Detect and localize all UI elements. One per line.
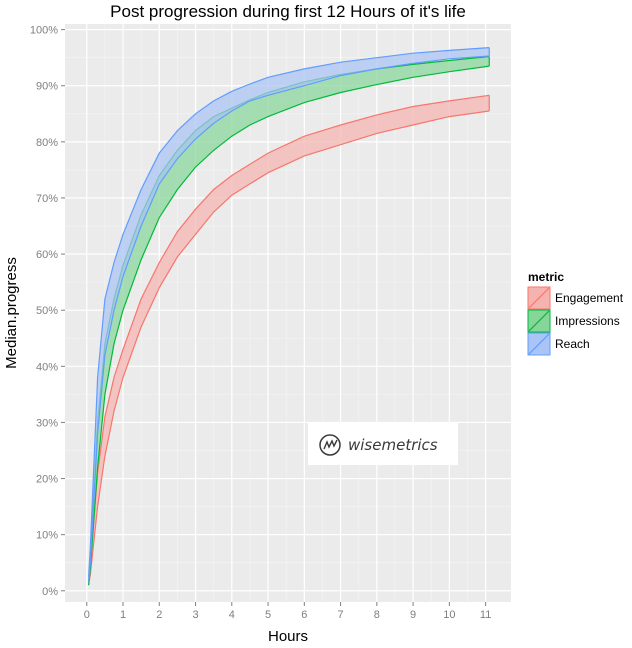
watermark-text: wisemetrics xyxy=(348,436,438,454)
series-lower-line-engagement xyxy=(88,110,490,586)
x-tick-label: 2 xyxy=(156,609,162,621)
y-tick-label: 0% xyxy=(42,586,58,598)
series-lower-line-impressions xyxy=(88,65,490,586)
series-lower-line-reach xyxy=(88,55,490,583)
series-reach xyxy=(88,47,490,583)
y-tick-label: 10% xyxy=(36,530,58,542)
y-tick-label: 20% xyxy=(36,474,58,486)
legend-item-impressions: Impressions xyxy=(527,309,620,333)
watermark: wisemetrics xyxy=(308,423,458,465)
legend-label: Reach xyxy=(555,337,590,351)
legend-title: metric xyxy=(528,270,564,284)
x-tick-label: 1 xyxy=(120,609,126,621)
x-tick-label: 8 xyxy=(374,609,380,621)
y-tick-label: 80% xyxy=(36,137,58,149)
series-upper-line-reach xyxy=(88,47,490,577)
legend-swatch-line xyxy=(528,287,550,309)
x-axis-title: Hours xyxy=(268,628,308,645)
series-bands xyxy=(88,47,490,586)
chart-title: Post progression during first 12 Hours o… xyxy=(110,2,466,21)
x-tick-label: 4 xyxy=(229,609,235,621)
legend-swatch-line xyxy=(528,333,550,355)
y-tick-label: 100% xyxy=(30,25,58,37)
series-upper-line-engagement xyxy=(88,94,490,583)
x-tick-label: 3 xyxy=(192,609,198,621)
x-tick-label: 9 xyxy=(410,609,416,621)
legend-label: Impressions xyxy=(555,314,620,328)
x-tick-label: 0 xyxy=(84,609,90,621)
legend-label: Engagement xyxy=(555,291,624,305)
x-tick-label: 10 xyxy=(443,609,455,621)
y-tick-label: 50% xyxy=(36,305,58,317)
x-tick-label: 5 xyxy=(265,609,271,621)
x-tick-label: 7 xyxy=(338,609,344,621)
grid xyxy=(65,24,511,602)
y-tick-label: 60% xyxy=(36,249,58,261)
y-tick-label: 40% xyxy=(36,361,58,373)
legend-swatch-line xyxy=(528,310,550,332)
wisemetrics-logo-icon xyxy=(319,434,341,456)
x-tick-label: 11 xyxy=(480,609,491,621)
x-tick-label: 6 xyxy=(301,609,307,621)
legend: metric Engagement Impressions Reach xyxy=(527,270,624,356)
y-tick-label: 90% xyxy=(36,81,58,93)
legend-item-reach: Reach xyxy=(527,332,590,356)
legend-item-engagement: Engagement xyxy=(527,286,624,310)
x-axis: 0 1 2 3 4 5 6 7 8 9 10 11 xyxy=(84,602,491,621)
series-engagement xyxy=(88,94,490,586)
y-axis: 0% 10% 20% 30% 40% 50% 60% 70% 80% 90% 100% xyxy=(30,25,65,598)
y-axis-title: Median.progress xyxy=(3,257,20,369)
y-tick-label: 70% xyxy=(36,193,58,205)
y-tick-label: 30% xyxy=(36,417,58,429)
